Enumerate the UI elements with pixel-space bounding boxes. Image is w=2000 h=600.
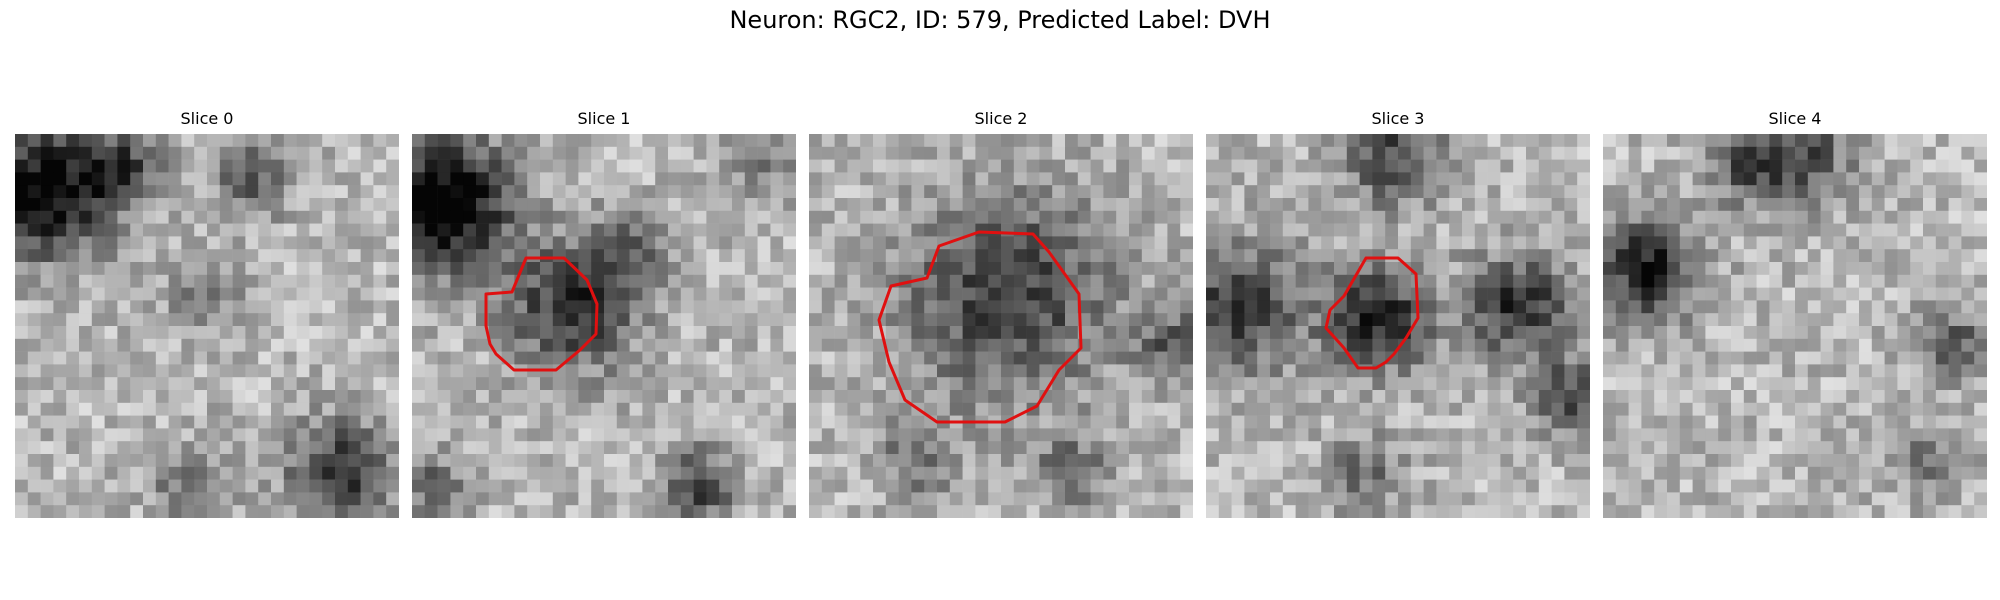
slice-title-4: Slice 4 [1768,109,1822,128]
slice-panel-1: Slice 1 [412,108,796,518]
slice-title-2: Slice 2 [974,109,1028,128]
slice-image-3 [1206,134,1590,518]
slice-title-3: Slice 3 [1371,109,1425,128]
roi-outline-2 [877,230,1083,424]
roi-outline-1 [484,256,599,372]
slice-image-4 [1603,134,1987,518]
slice-panel-3: Slice 3 [1206,108,1590,518]
slice-image-2 [809,134,1193,518]
figure-title: Neuron: RGC2, ID: 579, Predicted Label: … [729,6,1271,34]
slice-panel-0: Slice 0 [15,108,399,518]
slice-panel-4: Slice 4 [1603,108,1987,518]
slice-title-1: Slice 1 [577,109,631,128]
roi-outline-3 [1324,256,1420,370]
slice-panel-2: Slice 2 [809,108,1193,518]
slice-image-0 [15,134,399,518]
slice-title-0: Slice 0 [180,109,234,128]
slice-image-1 [412,134,796,518]
